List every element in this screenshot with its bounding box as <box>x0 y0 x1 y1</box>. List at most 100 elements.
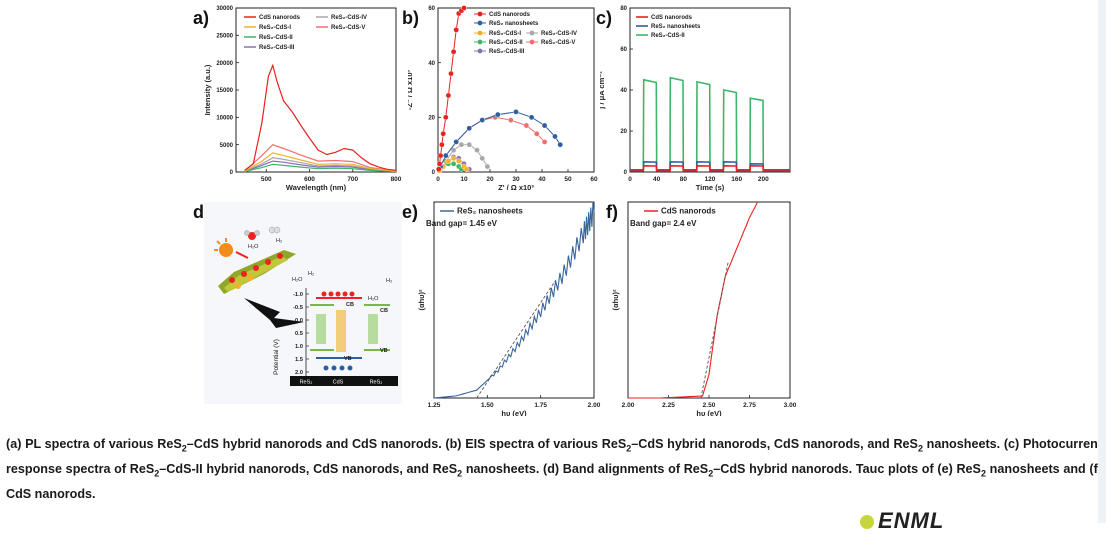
potential-axis-label: Potential (V) <box>273 339 280 375</box>
molecule-label: H₂O <box>368 296 379 302</box>
y-tick-label: 60 <box>428 6 435 12</box>
x-axis-label: Wavelength (nm) <box>286 183 347 192</box>
x-tick-label: 60 <box>590 176 598 183</box>
legend-marker <box>477 39 483 45</box>
x-tick-label: 2.00 <box>622 402 635 409</box>
legend-marker <box>477 11 483 17</box>
x-tick-label: 0 <box>628 176 632 183</box>
legend-entry: ReS₂ nanosheets <box>457 207 523 216</box>
series-line <box>244 152 397 173</box>
x-tick-label: 2.75 <box>743 402 756 409</box>
x-tick-label: 2.50 <box>703 402 716 409</box>
material-label: ReS₂ <box>370 380 383 386</box>
data-point <box>479 117 485 123</box>
data-point <box>443 152 449 159</box>
data-point <box>534 130 540 137</box>
data-point <box>440 130 447 137</box>
data-point <box>445 158 452 164</box>
y-axis-label: (αhυ)² <box>417 289 426 311</box>
sun-icon <box>214 238 233 257</box>
y-axis-label: Intensity (a.u.) <box>203 64 212 115</box>
cb-label: CB <box>380 308 388 314</box>
nanorod-illustration <box>218 250 296 294</box>
data-point <box>541 139 548 145</box>
x-tick-label: 1.25 <box>428 402 441 409</box>
tangent-line <box>700 260 729 399</box>
x-tick-label: 80 <box>680 176 688 183</box>
legend-entry: CdS nanorods <box>651 15 693 21</box>
series-line <box>244 157 397 173</box>
legend-entry: ReS₂-CdS-II <box>259 35 293 41</box>
y-tick-label: 25000 <box>216 34 233 40</box>
x-tick-label: 120 <box>705 176 716 183</box>
band-gap-annotation: Band gap= 1.45 eV <box>426 219 498 228</box>
data-point <box>523 122 530 129</box>
legend-entry: ReS₂-CdS-I <box>489 31 521 37</box>
molecule-label: H₂ <box>276 238 282 244</box>
chart-a: 500 600 700 800 0 5000 10000 15000 20000 25000 300… <box>203 6 402 192</box>
chart-c: 0 40 80 120 160 200 0 20 40 60 80 Time (s) j / μA cm… <box>600 6 791 192</box>
legend-marker <box>477 20 483 26</box>
data-point <box>453 27 460 33</box>
legend-entry: ReS₂-CdS-I <box>259 25 291 31</box>
x-tick-label: 2.25 <box>662 402 675 409</box>
data-point <box>513 109 519 115</box>
band-gap-annotation: Band gap= 2.4 eV <box>630 219 697 228</box>
y-axis-label: j / μA cm⁻² <box>600 71 606 110</box>
y-tick-label: 60 <box>620 47 627 53</box>
data-point <box>443 114 449 121</box>
y-axis-label: -Z'' / Ω x10³ <box>408 70 414 111</box>
molecule-label: H₂O <box>292 277 303 283</box>
panel-label-b: b) <box>402 8 419 28</box>
y-tick-label: 80 <box>620 6 627 12</box>
legend-entry: ReS₂-CdS-V <box>541 40 575 46</box>
y-tick-label: 2.0 <box>295 370 303 376</box>
page-edge <box>1098 0 1106 523</box>
data-point <box>495 111 501 118</box>
panel-label-f: f) <box>606 202 618 222</box>
x-tick-label: 40 <box>538 176 546 183</box>
data-point <box>484 163 491 170</box>
arrow-icon <box>244 298 304 328</box>
x-tick-label: 2.00 <box>588 402 601 409</box>
x-axis-label: hυ (eV) <box>501 409 527 416</box>
legend-marker <box>529 39 535 45</box>
x-tick-label: 20 <box>486 176 494 183</box>
panel-label-c: c) <box>596 8 613 28</box>
plot-frame <box>627 201 791 399</box>
y-tick-label: 0 <box>624 170 628 176</box>
legend-entry: ReS₂-CdS-IV <box>331 15 367 21</box>
legend-entry: ReS₂-CdS-II <box>651 33 685 39</box>
legend-entry: CdS nanorods <box>661 207 716 216</box>
x-tick-label: 3.00 <box>784 402 797 409</box>
legend-entry: ReS₂ nanosheets <box>651 24 701 30</box>
y-tick-label: 20 <box>428 116 435 122</box>
y-tick-label: 1.0 <box>295 344 303 350</box>
legend-entry: ReS₂-CdS-III <box>489 49 525 55</box>
x-tick-label: 40 <box>653 176 661 183</box>
y-tick-label: 0 <box>432 170 436 176</box>
plot-frame <box>433 201 595 399</box>
y-tick-label: 0.5 <box>295 331 304 337</box>
data-point <box>437 152 444 159</box>
legend-entry: ReS₂-CdS-II <box>489 40 523 46</box>
molecule-label: H₂ <box>386 278 392 284</box>
data-point <box>439 141 445 148</box>
x-tick-label: 160 <box>731 176 742 183</box>
data-point <box>466 125 473 132</box>
data-point <box>435 166 442 173</box>
data-point <box>436 160 443 167</box>
y-tick-label: -1.0 <box>293 292 303 298</box>
vb-label: VB <box>344 356 352 362</box>
series-line <box>433 202 595 399</box>
water-molecule-icon <box>244 230 260 240</box>
data-point <box>463 166 470 173</box>
series-line <box>244 144 397 172</box>
y-tick-label: 1.5 <box>295 357 304 363</box>
legend-entry: ReS₂ nanosheets <box>489 21 539 27</box>
data-point <box>466 141 473 148</box>
x-axis-label: hυ (eV) <box>696 409 722 416</box>
series-line <box>244 163 397 173</box>
x-axis-label: Z' / Ω x10³ <box>498 183 534 192</box>
band-diagram-d: H₂O H₂ Potential (V) -1.0 -0.5 0.0 0.5 1.0 1.… <box>204 202 402 404</box>
